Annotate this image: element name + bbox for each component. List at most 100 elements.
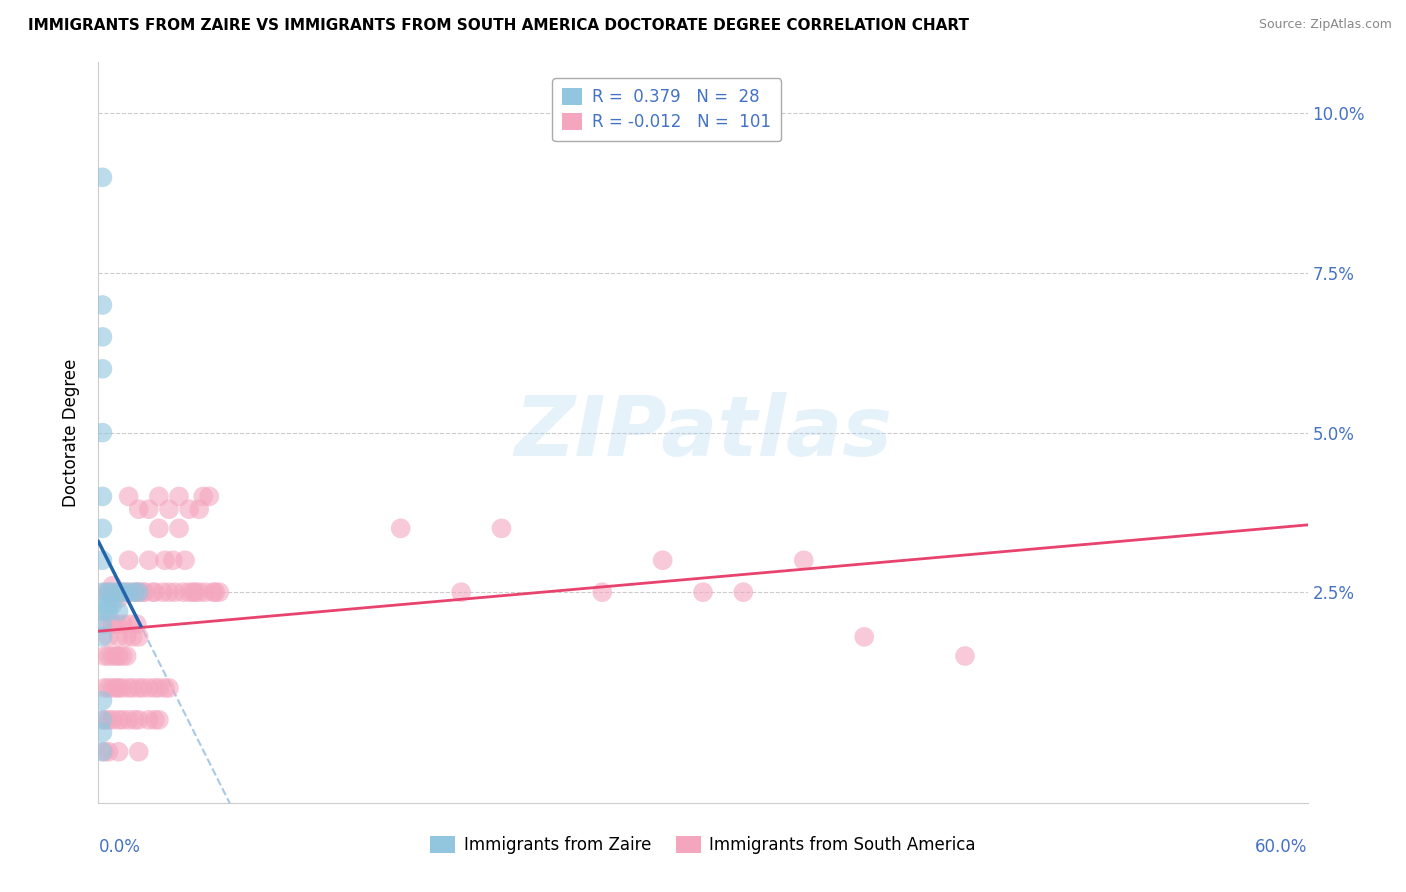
Point bbox=[124, 713, 146, 727]
Point bbox=[91, 521, 114, 535]
Point bbox=[91, 425, 114, 440]
Point bbox=[128, 681, 150, 695]
Point bbox=[115, 585, 138, 599]
Point bbox=[97, 585, 120, 599]
Point bbox=[389, 521, 412, 535]
Point bbox=[107, 591, 129, 606]
Point bbox=[93, 617, 115, 632]
Point bbox=[101, 579, 124, 593]
Point bbox=[107, 713, 129, 727]
Point bbox=[97, 681, 120, 695]
Point bbox=[128, 585, 150, 599]
Point bbox=[128, 745, 150, 759]
Point bbox=[692, 585, 714, 599]
Point bbox=[91, 598, 114, 612]
Point bbox=[142, 585, 165, 599]
Point bbox=[101, 585, 124, 599]
Point bbox=[138, 553, 160, 567]
Point bbox=[93, 681, 115, 695]
Point bbox=[111, 681, 134, 695]
Point bbox=[101, 598, 124, 612]
Point bbox=[97, 745, 120, 759]
Point bbox=[172, 585, 194, 599]
Point bbox=[202, 585, 225, 599]
Point bbox=[134, 585, 156, 599]
Legend: Immigrants from Zaire, Immigrants from South America: Immigrants from Zaire, Immigrants from S… bbox=[423, 830, 983, 861]
Point bbox=[118, 681, 141, 695]
Point bbox=[105, 681, 128, 695]
Point bbox=[97, 585, 120, 599]
Point bbox=[93, 745, 115, 759]
Point bbox=[167, 490, 190, 504]
Point bbox=[793, 553, 815, 567]
Point bbox=[148, 490, 170, 504]
Point bbox=[184, 585, 207, 599]
Point bbox=[91, 617, 114, 632]
Point bbox=[591, 585, 613, 599]
Point bbox=[111, 585, 134, 599]
Text: IMMIGRANTS FROM ZAIRE VS IMMIGRANTS FROM SOUTH AMERICA DOCTORATE DEGREE CORRELAT: IMMIGRANTS FROM ZAIRE VS IMMIGRANTS FROM… bbox=[28, 18, 969, 33]
Point bbox=[153, 553, 176, 567]
Point bbox=[118, 553, 141, 567]
Y-axis label: Doctorate Degree: Doctorate Degree bbox=[62, 359, 80, 507]
Point bbox=[101, 713, 124, 727]
Point bbox=[91, 170, 114, 185]
Point bbox=[179, 585, 201, 599]
Point bbox=[125, 617, 148, 632]
Point bbox=[107, 630, 129, 644]
Point bbox=[91, 725, 114, 739]
Point bbox=[91, 361, 114, 376]
Point bbox=[128, 630, 150, 644]
Point bbox=[188, 502, 211, 516]
Point bbox=[93, 585, 115, 599]
Point bbox=[118, 713, 141, 727]
Point bbox=[157, 502, 180, 516]
Point bbox=[115, 648, 138, 663]
Point bbox=[91, 694, 114, 708]
Point bbox=[111, 713, 134, 727]
Point bbox=[651, 553, 673, 567]
Point bbox=[97, 630, 120, 644]
Text: Source: ZipAtlas.com: Source: ZipAtlas.com bbox=[1258, 18, 1392, 31]
Point bbox=[91, 298, 114, 312]
Point bbox=[143, 681, 166, 695]
Point bbox=[194, 585, 217, 599]
Text: ZIPatlas: ZIPatlas bbox=[515, 392, 891, 473]
Point bbox=[118, 617, 141, 632]
Point bbox=[118, 490, 141, 504]
Point bbox=[148, 521, 170, 535]
Point bbox=[107, 648, 129, 663]
Point bbox=[101, 681, 124, 695]
Point bbox=[128, 585, 150, 599]
Point bbox=[101, 617, 124, 632]
Point bbox=[107, 585, 129, 599]
Point bbox=[450, 585, 472, 599]
Point bbox=[107, 604, 129, 618]
Point bbox=[174, 553, 197, 567]
Point bbox=[91, 745, 114, 759]
Point bbox=[162, 553, 184, 567]
Point bbox=[733, 585, 755, 599]
Point bbox=[148, 681, 170, 695]
Point bbox=[132, 681, 155, 695]
Point bbox=[124, 585, 146, 599]
Text: 0.0%: 0.0% bbox=[98, 838, 141, 855]
Point bbox=[208, 585, 231, 599]
Point bbox=[138, 681, 160, 695]
Point bbox=[111, 648, 134, 663]
Point bbox=[125, 585, 148, 599]
Point bbox=[105, 585, 128, 599]
Point bbox=[167, 521, 190, 535]
Point bbox=[491, 521, 513, 535]
Point bbox=[105, 617, 128, 632]
Point bbox=[91, 713, 114, 727]
Point bbox=[91, 604, 114, 618]
Point bbox=[198, 490, 221, 504]
Point bbox=[157, 585, 180, 599]
Point bbox=[111, 585, 134, 599]
Point bbox=[121, 681, 143, 695]
Point bbox=[152, 585, 174, 599]
Point bbox=[163, 585, 186, 599]
Point bbox=[107, 745, 129, 759]
Point bbox=[115, 630, 138, 644]
